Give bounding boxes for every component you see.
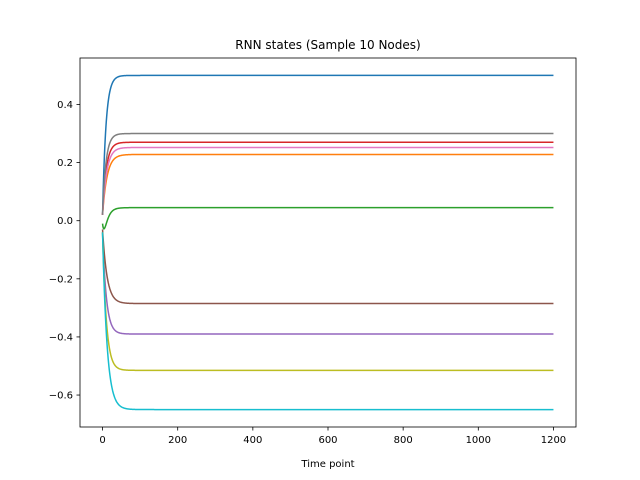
series-line-10 <box>101 232 554 411</box>
series-line-5 <box>101 232 554 335</box>
x-tick-label: 200 <box>168 435 187 446</box>
series-line-1 <box>101 74 554 215</box>
x-tick-label: 400 <box>243 435 262 446</box>
x-axis: 0 200 400 600 800 1000 1200 <box>99 427 566 446</box>
plot-frame <box>79 57 577 428</box>
y-axis: −0.6 −0.4 −0.2 0.0 0.2 0.4 <box>49 100 80 402</box>
series-line-8 <box>101 132 554 215</box>
x-tick-label: 600 <box>318 435 337 446</box>
series-line-3 <box>101 206 554 230</box>
x-tick-label: 0 <box>99 435 105 446</box>
x-tick-label: 1000 <box>466 435 491 446</box>
y-tick-label: −0.2 <box>49 274 73 285</box>
x-tick-label: 800 <box>394 435 413 446</box>
y-tick-label: 0.2 <box>57 158 73 169</box>
series-line-7 <box>101 146 554 215</box>
y-tick-label: 0.0 <box>57 216 73 227</box>
series-line-6 <box>101 229 554 305</box>
series-line-9 <box>101 232 554 372</box>
chart-title: RNN states (Sample 10 Nodes) <box>235 38 420 52</box>
series-line-4 <box>101 141 554 215</box>
x-tick-label: 1200 <box>541 435 566 446</box>
y-tick-label: −0.4 <box>49 332 73 343</box>
x-axis-label: Time point <box>300 459 354 470</box>
y-tick-label: −0.6 <box>49 391 73 402</box>
series-line-2 <box>101 153 554 215</box>
y-tick-label: 0.4 <box>57 100 73 111</box>
series-layer <box>101 74 554 411</box>
